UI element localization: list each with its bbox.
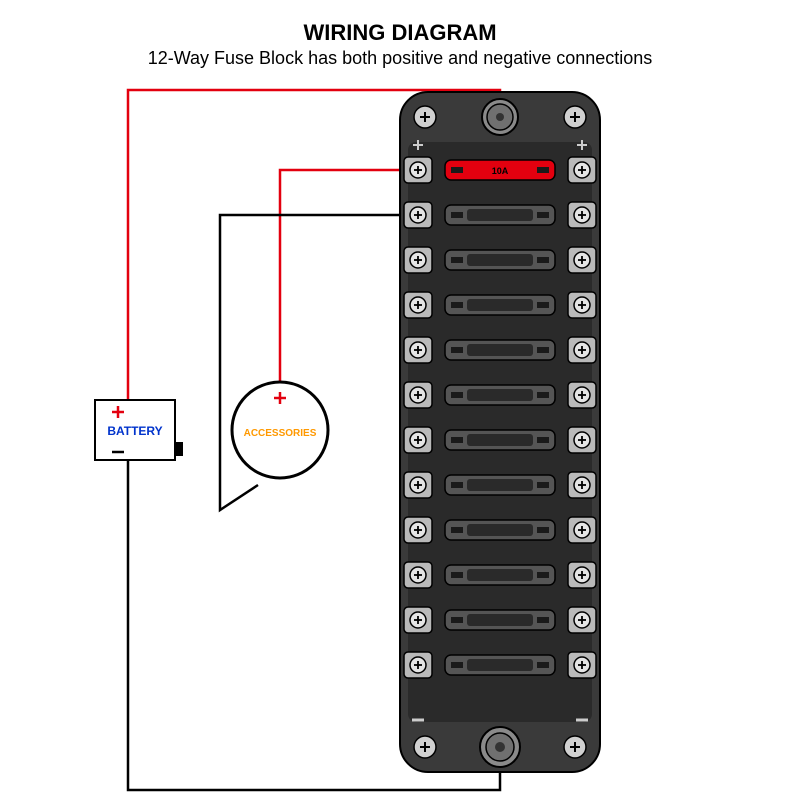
- accessories-label: ACCESSORIES: [244, 428, 317, 439]
- terminal-right: [568, 652, 596, 678]
- terminal-left: [404, 292, 432, 318]
- fuse-slot: [445, 295, 555, 315]
- battery: BATTERY: [95, 400, 183, 460]
- terminal-right: [568, 427, 596, 453]
- terminal-left: [404, 157, 432, 183]
- accessories: ACCESSORIES: [232, 382, 328, 478]
- terminal-right: [568, 292, 596, 318]
- terminal-right: [568, 517, 596, 543]
- terminal-right: [568, 562, 596, 588]
- diagram-subtitle: 12-Way Fuse Block has both positive and …: [148, 48, 653, 68]
- terminal-left: [404, 202, 432, 228]
- fuse-slot: [445, 475, 555, 495]
- fuse-slot: [445, 340, 555, 360]
- fuse-slot: [445, 565, 555, 585]
- terminal-right: [568, 382, 596, 408]
- wire-pos_block_to_acc: [280, 170, 418, 382]
- terminal-right: [568, 247, 596, 273]
- fuse-slot: [445, 655, 555, 675]
- fuse-slot: [445, 205, 555, 225]
- terminal-right: [568, 607, 596, 633]
- diagram-title: WIRING DIAGRAM: [303, 20, 496, 45]
- terminal-left: [404, 427, 432, 453]
- wiring-diagram: WIRING DIAGRAM 12-Way Fuse Block has both…: [0, 0, 800, 800]
- terminal-right: [568, 472, 596, 498]
- negative-stud: [480, 727, 520, 767]
- terminal-left: [404, 652, 432, 678]
- positive-stud: [482, 99, 518, 135]
- terminal-right: [568, 157, 596, 183]
- terminal-left: [404, 337, 432, 363]
- terminal-left: [404, 247, 432, 273]
- terminal-left: [404, 607, 432, 633]
- fuse-slot: [445, 610, 555, 630]
- mounting-screw: [564, 736, 586, 758]
- terminal-left: [404, 562, 432, 588]
- terminal-right: [568, 202, 596, 228]
- fuse-slot: [445, 385, 555, 405]
- fuse-slot: [445, 430, 555, 450]
- terminal-left: [404, 382, 432, 408]
- terminal-left: [404, 517, 432, 543]
- battery-label: BATTERY: [107, 424, 162, 438]
- terminal-left: [404, 472, 432, 498]
- terminal-right: [568, 337, 596, 363]
- fuse-block: 10A: [400, 92, 600, 772]
- fuse-10a-label: 10A: [492, 166, 509, 176]
- mounting-screw: [564, 106, 586, 128]
- fuse-10a: 10A: [445, 160, 555, 180]
- mounting-screw: [414, 106, 436, 128]
- fuse-slot: [445, 250, 555, 270]
- fuse-slot: [445, 520, 555, 540]
- mounting-screw: [414, 736, 436, 758]
